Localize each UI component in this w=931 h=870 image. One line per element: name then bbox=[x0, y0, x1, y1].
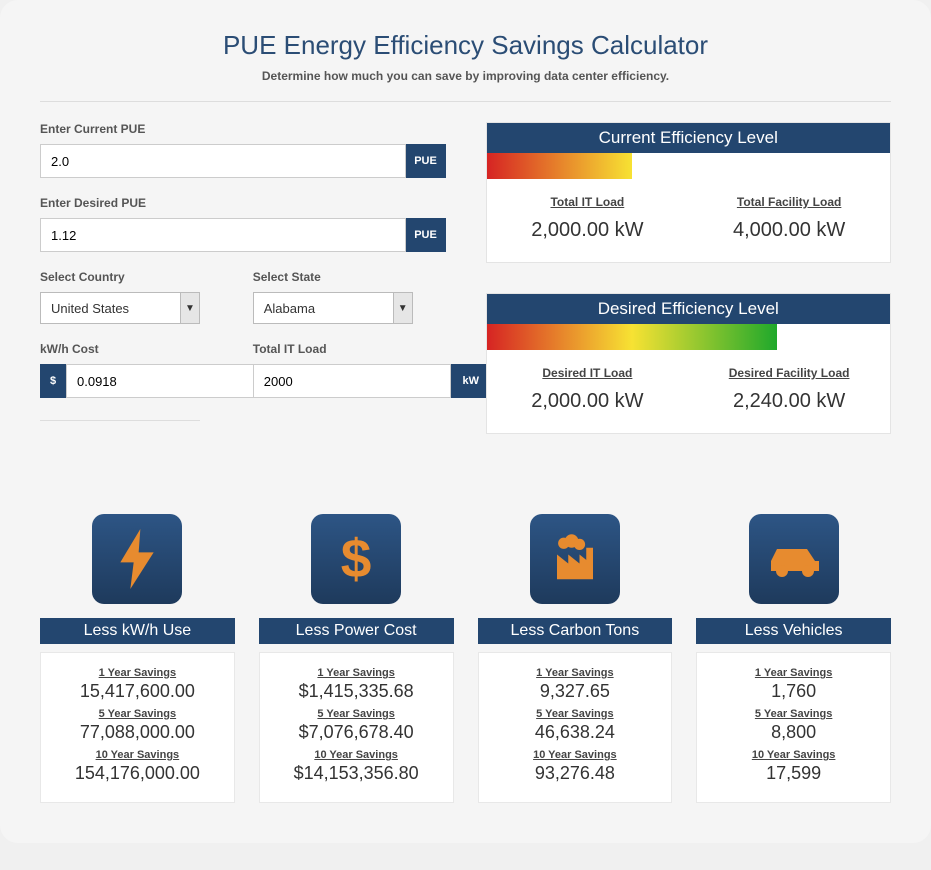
current-eff-gradient bbox=[487, 153, 891, 179]
veh-10y-value: 17,599 bbox=[701, 763, 886, 784]
current-pue-input[interactable] bbox=[40, 144, 406, 178]
pue-unit-badge: PUE bbox=[406, 144, 446, 178]
card-vehicles-title: Less Vehicles bbox=[696, 618, 891, 644]
pue-unit-badge: PUE bbox=[406, 218, 446, 252]
veh-5y-label: 5 Year Savings bbox=[701, 708, 886, 720]
chevron-down-icon: ▼ bbox=[393, 293, 412, 323]
card-vehicles: Less Vehicles 1 Year Savings 1,760 5 Yea… bbox=[696, 514, 891, 803]
country-label: Select Country bbox=[40, 270, 233, 284]
carbon-1y-label: 1 Year Savings bbox=[483, 667, 668, 679]
factory-icon bbox=[530, 514, 620, 604]
card-carbon: Less Carbon Tons 1 Year Savings 9,327.65… bbox=[478, 514, 673, 803]
veh-10y-label: 10 Year Savings bbox=[701, 749, 886, 761]
form-divider bbox=[40, 420, 200, 421]
kwh-1y-value: 15,417,600.00 bbox=[45, 681, 230, 702]
cost-10y-label: 10 Year Savings bbox=[264, 749, 449, 761]
dollar-prefix-badge: $ bbox=[40, 364, 66, 398]
svg-text:$: $ bbox=[341, 529, 372, 589]
kwh-10y-value: 154,176,000.00 bbox=[45, 763, 230, 784]
desired-fac-label: Desired Facility Load bbox=[688, 366, 890, 380]
kwh-5y-value: 77,088,000.00 bbox=[45, 722, 230, 743]
state-value: Alabama bbox=[253, 292, 413, 324]
kwh-cost-input[interactable] bbox=[66, 364, 264, 398]
desired-eff-gradient bbox=[487, 324, 891, 350]
card-carbon-title: Less Carbon Tons bbox=[478, 618, 673, 644]
veh-1y-label: 1 Year Savings bbox=[701, 667, 886, 679]
it-load-label: Total IT Load bbox=[253, 342, 446, 356]
cost-1y-label: 1 Year Savings bbox=[264, 667, 449, 679]
desired-fac-value: 2,240.00 kW bbox=[688, 390, 890, 413]
page-title: PUE Energy Efficiency Savings Calculator bbox=[40, 30, 891, 61]
current-it-value: 2,000.00 kW bbox=[487, 219, 689, 242]
card-kwh-title: Less kW/h Use bbox=[40, 618, 235, 644]
efficiency-column: Current Efficiency Level Total IT Load 2… bbox=[486, 122, 892, 464]
current-it-label: Total IT Load bbox=[487, 195, 689, 209]
card-cost: $ Less Power Cost 1 Year Savings $1,415,… bbox=[259, 514, 454, 803]
card-cost-title: Less Power Cost bbox=[259, 618, 454, 644]
input-form: Enter Current PUE PUE Enter Desired PUE … bbox=[40, 122, 446, 421]
current-fac-value: 4,000.00 kW bbox=[688, 219, 890, 242]
cost-5y-label: 5 Year Savings bbox=[264, 708, 449, 720]
carbon-10y-label: 10 Year Savings bbox=[483, 749, 668, 761]
desired-it-value: 2,000.00 kW bbox=[487, 390, 689, 413]
calculator-page: PUE Energy Efficiency Savings Calculator… bbox=[0, 0, 931, 843]
desired-pue-label: Enter Desired PUE bbox=[40, 196, 446, 210]
chevron-down-icon: ▼ bbox=[180, 293, 199, 323]
country-select[interactable]: United States ▼ bbox=[40, 292, 233, 324]
desired-it-label: Desired IT Load bbox=[487, 366, 689, 380]
carbon-5y-label: 5 Year Savings bbox=[483, 708, 668, 720]
carbon-1y-value: 9,327.65 bbox=[483, 681, 668, 702]
carbon-10y-value: 93,276.48 bbox=[483, 763, 668, 784]
top-section: Enter Current PUE PUE Enter Desired PUE … bbox=[40, 122, 891, 464]
kwh-cost-label: kW/h Cost bbox=[40, 342, 233, 356]
current-efficiency-panel: Current Efficiency Level Total IT Load 2… bbox=[486, 122, 892, 263]
bolt-icon bbox=[92, 514, 182, 604]
desired-eff-title: Desired Efficiency Level bbox=[487, 294, 891, 324]
state-label: Select State bbox=[253, 270, 446, 284]
car-icon bbox=[749, 514, 839, 604]
current-pue-label: Enter Current PUE bbox=[40, 122, 446, 136]
divider bbox=[40, 101, 891, 102]
cost-10y-value: $14,153,356.80 bbox=[264, 763, 449, 784]
kwh-10y-label: 10 Year Savings bbox=[45, 749, 230, 761]
page-subtitle: Determine how much you can save by impro… bbox=[40, 69, 891, 83]
veh-1y-value: 1,760 bbox=[701, 681, 886, 702]
cost-5y-value: $7,076,678.40 bbox=[264, 722, 449, 743]
kwh-1y-label: 1 Year Savings bbox=[45, 667, 230, 679]
results-cards: Less kW/h Use 1 Year Savings 15,417,600.… bbox=[40, 514, 891, 803]
desired-efficiency-panel: Desired Efficiency Level Desired IT Load… bbox=[486, 293, 892, 434]
state-select[interactable]: Alabama ▼ bbox=[253, 292, 446, 324]
it-load-input[interactable] bbox=[253, 364, 451, 398]
dollar-icon: $ bbox=[311, 514, 401, 604]
veh-5y-value: 8,800 bbox=[701, 722, 886, 743]
card-kwh: Less kW/h Use 1 Year Savings 15,417,600.… bbox=[40, 514, 235, 803]
kwh-5y-label: 5 Year Savings bbox=[45, 708, 230, 720]
current-eff-title: Current Efficiency Level bbox=[487, 123, 891, 153]
desired-pue-input[interactable] bbox=[40, 218, 406, 252]
current-fac-label: Total Facility Load bbox=[688, 195, 890, 209]
country-value: United States bbox=[40, 292, 200, 324]
cost-1y-value: $1,415,335.68 bbox=[264, 681, 449, 702]
carbon-5y-value: 46,638.24 bbox=[483, 722, 668, 743]
